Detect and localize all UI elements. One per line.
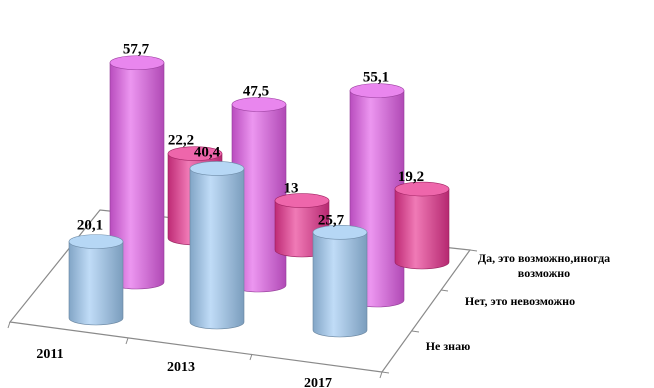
- bar-body: [394, 188, 450, 270]
- bar: [312, 225, 368, 338]
- data-label: 22,2: [168, 133, 194, 149]
- data-label: 47,5: [243, 84, 269, 100]
- chart-bars: [68, 55, 450, 338]
- depth-tick-mark: [440, 289, 449, 292]
- x-tick-mark: [249, 353, 253, 361]
- x-tick-mark: [379, 371, 383, 379]
- bar-top: [231, 97, 287, 112]
- series-label: Не знаю: [426, 339, 471, 353]
- depth-tick-mark: [411, 330, 420, 333]
- series-label: Да, это возможно,иногда возможно: [478, 251, 610, 280]
- bar-body: [312, 232, 368, 338]
- bar-top: [109, 55, 165, 71]
- x-tick-label: 2017: [304, 376, 332, 388]
- bar-top: [167, 146, 223, 161]
- chart-labels: 57,7 47,5 55,1 22,2 13 19,2 20,1 40,4 25,7 2011 20…: [36, 42, 610, 388]
- bar-top: [349, 83, 405, 98]
- bar-top: [312, 225, 368, 240]
- bar-top: [274, 193, 330, 208]
- bar-top: [68, 234, 124, 249]
- bar: [394, 181, 450, 270]
- data-label: 25,7: [318, 212, 345, 228]
- series-label: Нет, это невозможно: [465, 294, 575, 308]
- data-label: 13: [284, 181, 299, 197]
- bar-body: [189, 168, 245, 330]
- data-label: 40,4: [194, 144, 221, 160]
- x-tick-mark: [125, 337, 129, 345]
- x-tick-label: 2013: [167, 360, 195, 375]
- bar-top: [394, 181, 450, 197]
- depth-tick-mark: [469, 249, 478, 252]
- data-label: 57,7: [123, 42, 150, 58]
- bar-top: [189, 161, 245, 176]
- x-tick-mark: [7, 321, 11, 329]
- depth-tick-mark: [381, 371, 390, 374]
- x-tick-label: 2011: [36, 347, 63, 362]
- bar-body: [68, 241, 124, 326]
- data-label: 20,1: [77, 218, 103, 234]
- data-label: 19,2: [398, 169, 424, 185]
- bar: [68, 234, 124, 326]
- data-label: 55,1: [363, 70, 389, 86]
- bar: [189, 161, 245, 330]
